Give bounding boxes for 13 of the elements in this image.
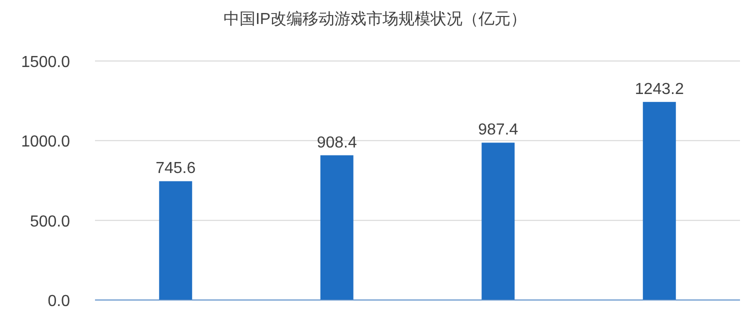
bar xyxy=(482,142,515,300)
y-tick-label: 500.0 xyxy=(30,213,70,230)
data-label: 745.6 xyxy=(156,160,196,178)
y-tick-label: 0.0 xyxy=(48,293,70,310)
bar xyxy=(642,102,676,300)
bar xyxy=(320,155,354,300)
data-label: 1243.2 xyxy=(634,80,684,98)
data-label: 987.4 xyxy=(478,122,518,139)
bar xyxy=(159,181,192,300)
y-tick-label: 1000.0 xyxy=(21,134,70,151)
y-tick-label: 1500.0 xyxy=(21,54,70,71)
chart-title: 中国IP改编移动游戏市场规模状况（亿元） xyxy=(223,10,527,28)
data-label: 908.4 xyxy=(316,134,357,152)
